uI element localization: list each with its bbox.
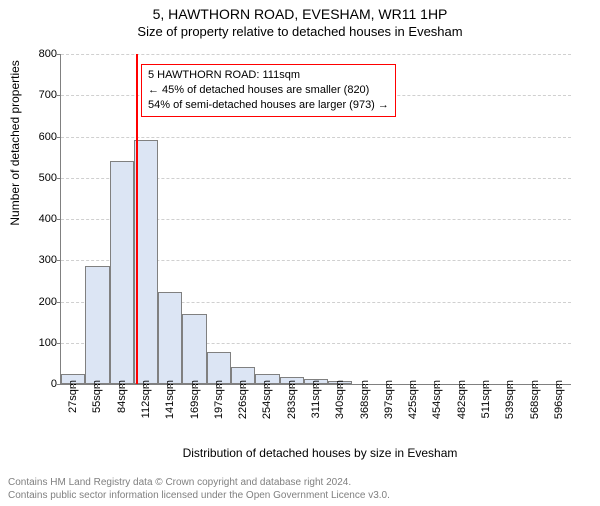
page-subtitle: Size of property relative to detached ho… (0, 24, 600, 39)
x-tick-mark (365, 384, 366, 388)
x-tick-mark (413, 384, 414, 388)
histogram-bar (110, 161, 134, 384)
x-tick-mark (292, 384, 293, 388)
y-tick-mark (57, 302, 61, 303)
reference-line (136, 54, 138, 384)
x-tick-mark (122, 384, 123, 388)
x-tick-mark (437, 384, 438, 388)
x-tick-mark (73, 384, 74, 388)
x-tick-mark (146, 384, 147, 388)
y-tick-mark (57, 219, 61, 220)
y-tick-mark (57, 384, 61, 385)
y-tick-label: 800 (23, 48, 57, 60)
chart-container: Number of detached properties 0100200300… (60, 54, 580, 409)
y-tick-mark (57, 95, 61, 96)
y-tick-label: 200 (23, 296, 57, 308)
x-tick-mark (462, 384, 463, 388)
x-tick-mark (316, 384, 317, 388)
y-tick-label: 300 (23, 254, 57, 266)
y-tick-mark (57, 54, 61, 55)
y-tick-label: 700 (23, 89, 57, 101)
y-tick-mark (57, 260, 61, 261)
y-axis-label: Number of detached properties (8, 60, 22, 225)
x-tick-mark (486, 384, 487, 388)
x-tick-mark (195, 384, 196, 388)
x-tick-mark (97, 384, 98, 388)
y-tick-label: 400 (23, 213, 57, 225)
annotation-line: 5 HAWTHORN ROAD: 111sqm (148, 68, 389, 83)
y-tick-label: 600 (23, 131, 57, 143)
y-tick-label: 100 (23, 337, 57, 349)
x-tick-mark (267, 384, 268, 388)
y-tick-label: 0 (23, 378, 57, 390)
histogram-bar (182, 314, 206, 384)
x-tick-mark (170, 384, 171, 388)
y-tick-mark (57, 343, 61, 344)
x-tick-mark (535, 384, 536, 388)
histogram-bar (158, 292, 182, 384)
x-tick-mark (243, 384, 244, 388)
x-tick-mark (219, 384, 220, 388)
annotation-line: ← 45% of detached houses are smaller (82… (148, 83, 389, 98)
annotation-line: 54% of semi-detached houses are larger (… (148, 98, 389, 113)
y-tick-mark (57, 178, 61, 179)
footer-attribution: Contains HM Land Registry data © Crown c… (8, 477, 390, 502)
y-tick-mark (57, 137, 61, 138)
x-tick-mark (559, 384, 560, 388)
x-axis-label: Distribution of detached houses by size … (60, 446, 580, 460)
page-title: 5, HAWTHORN ROAD, EVESHAM, WR11 1HP (0, 6, 600, 22)
x-tick-mark (340, 384, 341, 388)
plot-area: Number of detached properties 0100200300… (60, 54, 571, 385)
footer-line-2: Contains public sector information licen… (8, 490, 390, 503)
x-tick-mark (510, 384, 511, 388)
x-tick-mark (389, 384, 390, 388)
y-tick-label: 500 (23, 172, 57, 184)
histogram-bar (85, 266, 109, 384)
footer-line-1: Contains HM Land Registry data © Crown c… (8, 477, 390, 490)
annotation-box: 5 HAWTHORN ROAD: 111sqm← 45% of detached… (141, 64, 396, 117)
